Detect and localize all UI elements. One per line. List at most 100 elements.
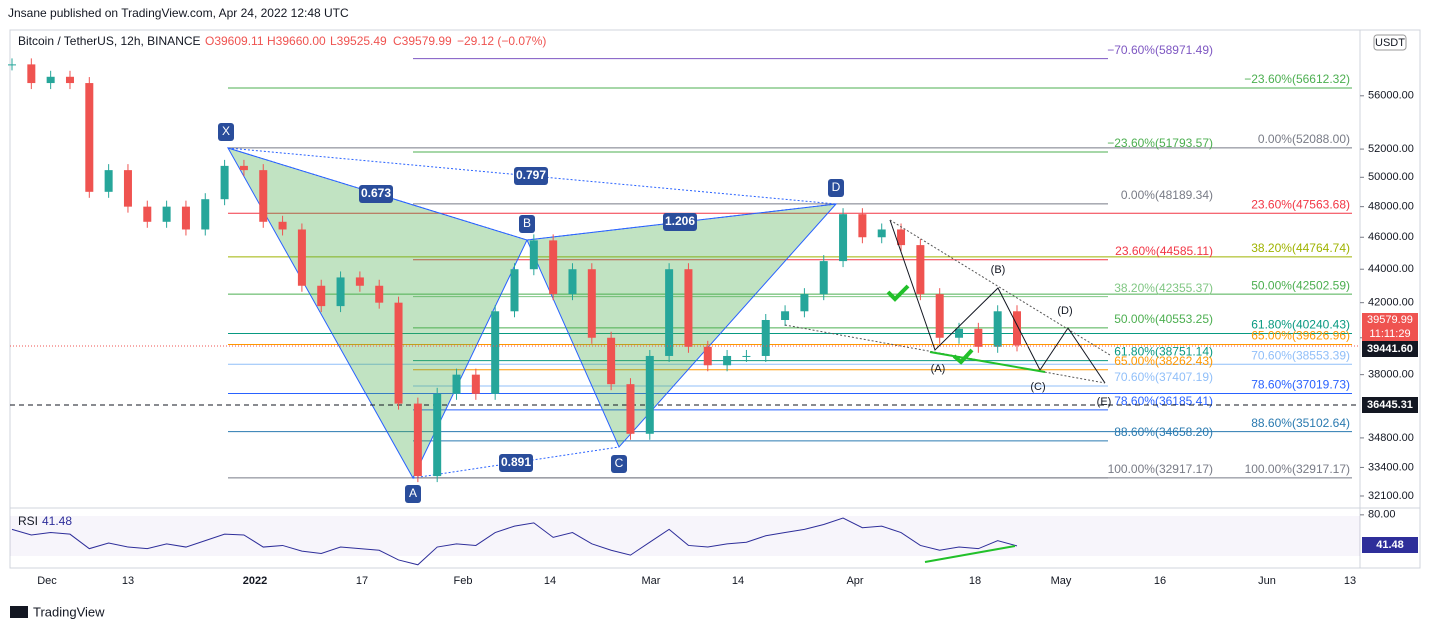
wave-path bbox=[889, 219, 1106, 384]
fib-label: 23.60%(47563.68) bbox=[1251, 197, 1350, 211]
wave-label: (E) bbox=[1097, 396, 1112, 408]
wave-label: (D) bbox=[1057, 305, 1072, 317]
fib-label: 38.20%(42355.37) bbox=[1114, 281, 1213, 295]
candle bbox=[877, 229, 886, 238]
fib-label: 88.60%(35102.64) bbox=[1251, 416, 1350, 430]
wave-label: (B) bbox=[991, 264, 1006, 276]
ratio-label: 0.797 bbox=[516, 168, 546, 182]
candle bbox=[529, 240, 538, 270]
x-tick-label: 18 bbox=[969, 575, 981, 587]
price-tag-label: 41.48 bbox=[1376, 539, 1404, 551]
x-tick-label: 2022 bbox=[243, 575, 267, 587]
x-tick-label: 13 bbox=[122, 575, 134, 587]
published: Jnsane published on TradingView.com, Apr… bbox=[8, 6, 349, 20]
close: C39579.99 bbox=[393, 34, 452, 48]
candle bbox=[645, 355, 654, 434]
high: H39660.00 bbox=[267, 34, 326, 48]
rsi-label: RSI bbox=[18, 514, 38, 528]
pattern-label: D bbox=[832, 180, 841, 194]
candle bbox=[278, 221, 287, 230]
candle bbox=[355, 277, 364, 286]
rsi-value: 41.48 bbox=[42, 514, 72, 528]
wave-label: (C) bbox=[1030, 381, 1045, 393]
candle bbox=[993, 311, 1002, 347]
y-tick-label: 46000.00 bbox=[1368, 231, 1414, 243]
candle bbox=[955, 328, 964, 338]
candle bbox=[375, 285, 384, 303]
open: O39609.11 bbox=[205, 34, 264, 48]
pattern-box bbox=[218, 123, 234, 141]
fib-label: 61.80%(40240.43) bbox=[1251, 318, 1350, 332]
ratio-label: 1.206 bbox=[665, 214, 695, 228]
candle bbox=[123, 170, 132, 207]
candle bbox=[65, 76, 74, 84]
candle bbox=[819, 261, 828, 295]
candle bbox=[433, 393, 442, 477]
candle bbox=[85, 83, 94, 192]
x-tick-label: 16 bbox=[1154, 575, 1166, 587]
candle bbox=[781, 311, 790, 321]
divergence bbox=[929, 351, 1046, 373]
y-tick-label: 44000.00 bbox=[1368, 263, 1414, 275]
pattern-label: B bbox=[523, 216, 531, 230]
candle bbox=[742, 355, 751, 357]
candle bbox=[568, 269, 577, 295]
candle bbox=[27, 64, 36, 84]
currency-button[interactable] bbox=[1373, 34, 1407, 51]
x-tick-label: 17 bbox=[356, 575, 368, 587]
channel bbox=[889, 219, 1111, 356]
candle bbox=[143, 206, 152, 222]
price-tag-label: 39579.99 bbox=[1367, 314, 1413, 326]
candle bbox=[1013, 311, 1021, 346]
ratio-label: 0.673 bbox=[361, 186, 391, 200]
y-tick-label: 38000.00 bbox=[1368, 369, 1414, 381]
candle bbox=[413, 403, 422, 477]
fib-label: −23.60%(56612.32) bbox=[1244, 72, 1350, 86]
ratio-box bbox=[514, 167, 548, 185]
price-tag-label: 11:11:29 bbox=[1369, 328, 1410, 340]
fib-label: 100.00%(32917.17) bbox=[1245, 462, 1350, 476]
candle bbox=[839, 214, 848, 262]
ratio-box bbox=[499, 454, 533, 472]
footer: TradingView bbox=[33, 604, 105, 619]
candle bbox=[800, 294, 809, 312]
candle bbox=[220, 165, 229, 200]
fib-label: 88.60%(34658.20) bbox=[1114, 425, 1213, 439]
candle bbox=[665, 269, 674, 356]
y-tick-label: 32100.00 bbox=[1368, 490, 1414, 502]
candle bbox=[703, 346, 712, 366]
candle bbox=[181, 206, 190, 230]
y-tick-label: 56000.00 bbox=[1368, 90, 1414, 102]
ratio-label: 0.891 bbox=[501, 455, 531, 469]
fib-label: 78.60%(37019.73) bbox=[1251, 378, 1350, 392]
price-tag-label: 39441.60 bbox=[1367, 343, 1413, 355]
logo bbox=[10, 606, 28, 618]
candle bbox=[897, 229, 906, 246]
candle bbox=[626, 384, 635, 434]
candle bbox=[8, 64, 16, 66]
candle bbox=[607, 337, 616, 385]
x-tick-label: Apr bbox=[846, 575, 863, 587]
ratio-box bbox=[359, 185, 393, 203]
y-tick-label: 42000.00 bbox=[1368, 297, 1414, 309]
x-tick-label: May bbox=[1051, 575, 1072, 587]
pattern-label: X bbox=[222, 124, 230, 138]
x-tick-label: Feb bbox=[454, 575, 473, 587]
currency[interactable]: USDT bbox=[1375, 37, 1405, 49]
candle bbox=[452, 374, 461, 394]
x-tick-label: 14 bbox=[544, 575, 556, 587]
pattern-label: A bbox=[409, 486, 417, 500]
candle bbox=[336, 277, 345, 307]
price-tag bbox=[1362, 397, 1418, 413]
candle bbox=[761, 320, 770, 356]
pattern-box bbox=[828, 179, 844, 197]
divergence bbox=[924, 545, 1016, 563]
candle bbox=[491, 311, 500, 394]
price-tag bbox=[1362, 537, 1418, 553]
chart-border bbox=[9, 29, 1421, 569]
x-tick-label: 13 bbox=[1344, 575, 1356, 587]
candle bbox=[935, 294, 944, 338]
fib-label: 65.00%(39626.96) bbox=[1251, 329, 1350, 343]
check bbox=[886, 284, 910, 302]
